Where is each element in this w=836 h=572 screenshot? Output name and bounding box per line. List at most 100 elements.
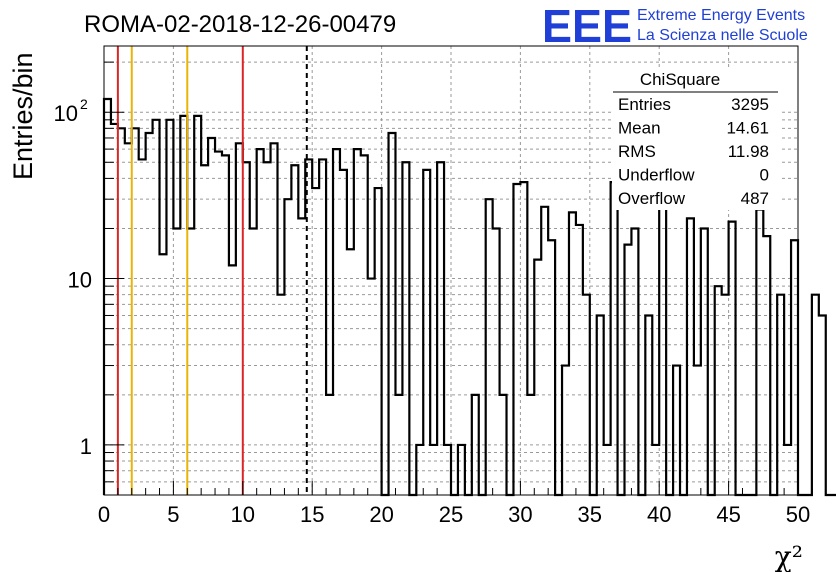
x-tick-label: 0: [98, 502, 110, 527]
histogram-bin: [111, 124, 118, 495]
histogram-bin: [569, 212, 576, 495]
histogram-bin: [527, 395, 534, 495]
histogram-bin: [250, 228, 257, 495]
marker-lines: [116, 46, 308, 495]
histogram-bin: [146, 133, 153, 495]
histogram-bin: [389, 133, 396, 495]
stats-value: 487: [741, 189, 769, 208]
histogram-bin: [444, 445, 451, 495]
histogram-bin: [257, 149, 264, 495]
histogram-bin: [583, 295, 590, 495]
histogram-bin: [340, 170, 347, 495]
histogram-bin: [458, 445, 465, 495]
histogram-bin: [611, 182, 618, 495]
histogram-bin: [819, 315, 826, 495]
stats-label: Overflow: [618, 189, 686, 208]
chart-title: ROMA-02-2018-12-26-00479: [84, 11, 396, 38]
stats-label: Underflow: [618, 166, 695, 185]
stats-row: RMS 11.98: [618, 142, 769, 161]
histogram-bin: [541, 207, 548, 495]
histogram-bin: [361, 155, 368, 495]
histogram-bin: [208, 138, 215, 495]
histogram-bin: [416, 445, 423, 495]
histogram-bin: [180, 116, 187, 495]
stats-label: RMS: [618, 142, 656, 161]
stats-value: 11.98: [728, 142, 769, 161]
histogram-bin: [756, 210, 763, 495]
x-tick-label: 30: [508, 502, 532, 527]
histogram-bin: [812, 295, 819, 495]
stats-label: Mean: [618, 119, 661, 138]
histogram-bin: [194, 116, 201, 495]
eee-logo: EEE Extreme Energy Events La Scienza nel…: [542, 0, 808, 52]
y-tick-text: 1: [80, 434, 92, 459]
histogram-bin: [160, 254, 167, 495]
histogram-bin: [166, 120, 173, 495]
histogram-bin: [291, 165, 298, 495]
histogram-bin: [201, 165, 208, 495]
histogram-bin: [423, 170, 430, 495]
histogram-bin: [118, 128, 125, 495]
x-tick-label: 45: [716, 502, 740, 527]
histogram-bin: [139, 159, 146, 495]
x-axis: 0 5 10 15 20 25 30 35 40 45 50: [98, 481, 810, 527]
histogram-bin: [298, 218, 305, 495]
x-axis-label: χ²: [775, 540, 803, 572]
histogram-bin: [125, 143, 132, 495]
logo-line-1: Extreme Energy Events: [637, 7, 805, 24]
histogram-bin: [395, 395, 402, 495]
histogram-bin: [472, 395, 479, 495]
histogram-bin: [722, 295, 729, 495]
histogram-bin: [153, 120, 160, 495]
histogram-bin: [132, 128, 139, 495]
y-tick-exponent: 2: [80, 96, 88, 112]
histogram-bin: [347, 249, 354, 495]
stats-row: Entries 3295: [618, 95, 769, 114]
histogram-bin: [437, 162, 444, 495]
y-tick-text: 10: [68, 268, 92, 293]
histogram-bin: [104, 99, 111, 495]
histogram-bin: [312, 188, 319, 495]
histogram-bin: [715, 286, 722, 495]
y-axis-label: Entries/bin: [8, 52, 38, 180]
histogram-bin: [500, 395, 507, 495]
x-tick-label: 35: [578, 502, 602, 527]
histogram-bin: [243, 162, 250, 495]
histogram-bin: [597, 315, 604, 495]
histogram-bin: [354, 149, 361, 495]
logo-text: EEE: [542, 0, 632, 52]
histogram-bin: [534, 260, 541, 495]
histogram-bin: [576, 225, 583, 495]
histogram-bin: [173, 228, 180, 495]
histogram-bin: [326, 395, 333, 495]
histogram-bin: [368, 279, 375, 495]
stats-row: Overflow 487: [618, 189, 769, 208]
x-tick-label: 40: [647, 502, 671, 527]
stats-title: ChiSquare: [640, 70, 720, 89]
histogram-bin: [430, 445, 437, 495]
histogram-bin: [284, 199, 291, 495]
x-tick-label: 20: [369, 502, 393, 527]
histogram-bin: [777, 295, 784, 495]
histogram-bin: [486, 199, 493, 495]
stats-value: 0: [760, 166, 769, 185]
histogram-bin: [548, 240, 555, 495]
x-tick-label: 5: [167, 502, 179, 527]
histogram-bin: [215, 152, 222, 495]
histogram-bin: [701, 228, 708, 495]
histogram-bin: [645, 315, 652, 495]
histogram-bin: [659, 175, 666, 495]
histogram-bin: [333, 149, 340, 495]
histogram-bin: [625, 245, 632, 495]
histogram-bin: [562, 366, 569, 495]
y-tick-label: 10 2: [54, 96, 88, 126]
histogram-bin: [673, 366, 680, 495]
stats-row: Underflow 0: [618, 166, 769, 185]
x-tick-label: 50: [786, 502, 810, 527]
histogram-bin: [520, 182, 527, 495]
histogram-bin: [791, 240, 798, 495]
histogram-bin: [493, 228, 500, 495]
histogram-bin: [652, 445, 659, 495]
stats-label: Entries: [618, 95, 671, 114]
